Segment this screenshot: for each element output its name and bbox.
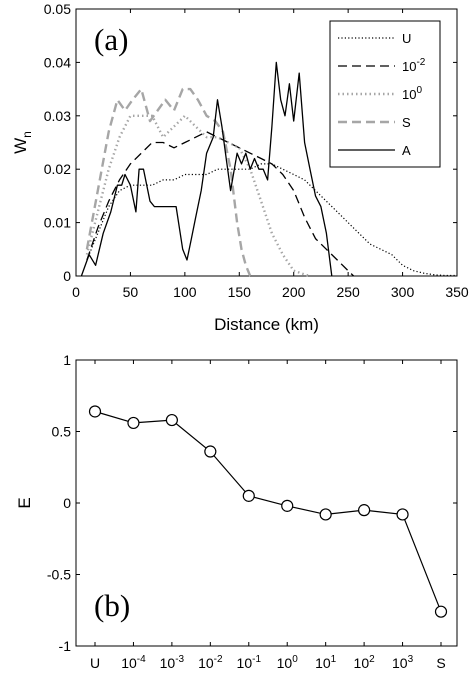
series-line-E	[94, 410, 442, 612]
y-tick-label: 1	[63, 352, 71, 368]
x-tick-label: 101	[315, 654, 337, 671]
x-axis-title: Distance (km)	[214, 315, 319, 334]
panel-b: -1 -0.5 0 0.5 1 U 10-4 10-3 10-2 10-1 100 101 102 103…	[15, 352, 458, 671]
x-tick-label: 100	[277, 654, 299, 671]
x-tick-label: 10-4	[121, 654, 146, 671]
data-point-marker	[242, 489, 255, 502]
x-tick-label: 350	[445, 284, 469, 300]
x-tick-label: 10-1	[237, 654, 262, 671]
y-tick-label: 0.01	[44, 215, 71, 231]
x-tick-label: 10-3	[160, 654, 185, 671]
legend-box	[329, 20, 441, 168]
legend-label-5: A	[402, 143, 411, 158]
y-axis-title-b: E	[15, 497, 34, 508]
series-line-5	[80, 61, 333, 277]
series-line-1	[86, 163, 457, 277]
legend-label-2: 10-2	[402, 57, 426, 74]
x-tick-label: 200	[282, 284, 306, 300]
panel-a: 0 50 100 150 200 250 300 350 0 0.01 0.02 0.03 0.04 0.…	[11, 1, 469, 334]
x-tick-label: 250	[336, 284, 360, 300]
data-point-marker	[165, 413, 178, 427]
x-tick-label: 10-2	[198, 654, 223, 671]
x-tick-label: 102	[354, 654, 376, 671]
y-tick-label: 0.03	[44, 108, 71, 124]
data-point-marker	[127, 416, 140, 430]
y-tick-label: 0.05	[44, 1, 71, 17]
data-point-marker	[281, 499, 294, 512]
y-tick-label: 0	[63, 495, 71, 511]
plot-area-b	[75, 359, 458, 647]
y-tick-label: 0.5	[52, 424, 72, 440]
y-tick-label: -1	[59, 638, 72, 654]
legend-label-3: 100	[402, 85, 422, 102]
y-axis-title: Wn	[11, 131, 34, 154]
data-point-marker	[434, 605, 448, 618]
x-tick-label: 150	[228, 284, 252, 300]
y-tick-label: -0.5	[47, 567, 71, 583]
panel-label-a: (a)	[94, 22, 128, 57]
panel-label-b: (b)	[94, 588, 130, 623]
data-point-marker	[319, 508, 332, 521]
series-line-4	[85, 87, 252, 277]
data-point-marker	[204, 445, 217, 458]
x-tick-label: U	[90, 655, 100, 671]
data-point-marker	[358, 504, 371, 517]
legend-label-1: U	[402, 31, 411, 46]
legend-label-4: S	[402, 115, 411, 130]
series-line-3	[85, 114, 311, 278]
legend: U 10-2 100 SA	[329, 20, 441, 168]
data-point-marker	[396, 508, 409, 521]
x-tick-label: 100	[173, 284, 197, 300]
x-tick-label: 0	[72, 284, 80, 300]
x-tick-label: 103	[392, 654, 414, 671]
x-tick-label: 50	[123, 284, 139, 300]
data-point-marker	[88, 405, 102, 418]
x-tick-label: 300	[391, 284, 415, 300]
series-line-2	[86, 131, 355, 277]
y-tick-label: 0	[63, 268, 71, 284]
y-tick-label: 0.04	[44, 54, 71, 70]
y-tick-label: 0.02	[44, 161, 71, 177]
x-tick-label: S	[436, 655, 445, 671]
plot-area-a	[75, 8, 458, 277]
